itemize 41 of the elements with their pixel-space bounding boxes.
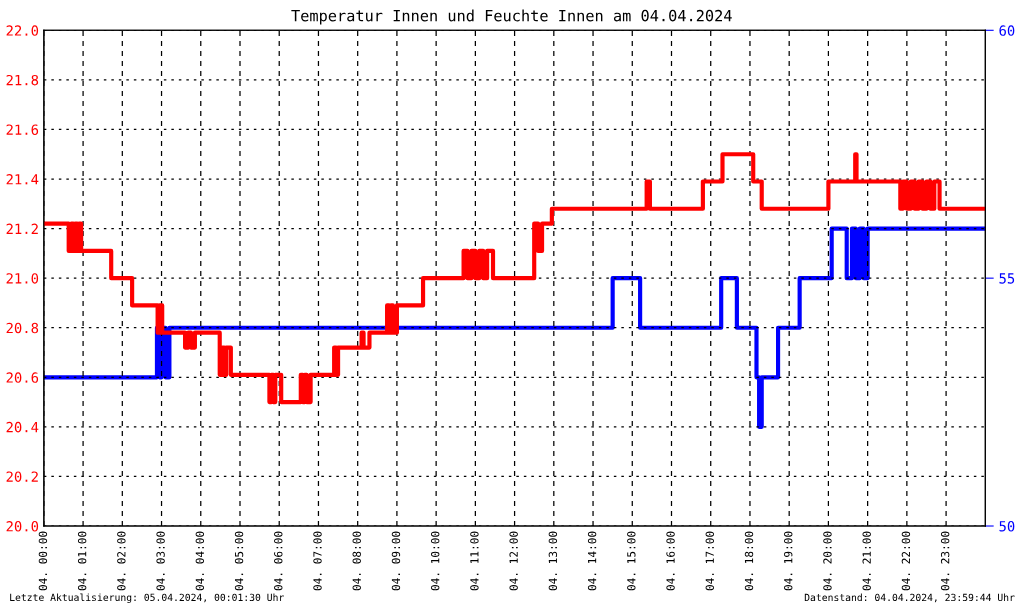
y2-tick-label: 55 (999, 273, 1015, 284)
y2-tick-label: 50 (999, 521, 1015, 532)
y-tick-label: 22.0 (6, 25, 39, 36)
y-tick-label: 20.2 (6, 471, 38, 482)
x-tick-label: 04. 10:00 (430, 531, 440, 591)
y-tick-label: 20.8 (6, 322, 39, 334)
y-tick-label: 21.8 (6, 74, 39, 86)
y-tick-label: 21.0 (6, 273, 39, 284)
x-tick-label: 04. 02:00 (117, 531, 126, 591)
x-tick-label: 04. 03:00 (156, 531, 165, 591)
x-tick-label: 04. 01:00 (77, 531, 87, 591)
x-tick-label: 04. 12:00 (509, 531, 518, 591)
x-tick-label: 04. 11:00 (470, 531, 479, 591)
y-tick-label: 21.6 (6, 124, 39, 135)
y-tick-label: 20.4 (6, 421, 39, 433)
x-tick-label: 04. 20:00 (823, 531, 832, 591)
x-tick-label: 04. 00:00 (38, 531, 48, 591)
x-tick-label: 04. 17:00 (705, 531, 714, 591)
y-tick-label: 20.6 (6, 372, 39, 383)
x-tick-label: 04. 14:00 (587, 531, 597, 591)
text: Letzte Aktualisierung: 05.04.2024, 00:01:30 Uhr (10, 593, 284, 603)
x-tick-label: 04. 04:00 (195, 531, 205, 591)
x-tick-label: 04. 07:00 (313, 531, 322, 591)
x-tick-label: 04. 06:00 (274, 531, 283, 591)
x-tick-label: 04. 21:00 (862, 531, 871, 591)
y-tick-label: 21.4 (6, 174, 39, 185)
x-tick-label: 04. 09:00 (391, 531, 401, 591)
x-tick-label: 04. 05:00 (234, 531, 244, 591)
x-tick-label: 04. 23:00 (940, 531, 950, 591)
x-tick-label: 04. 22:00 (901, 531, 911, 591)
x-tick-label: 04. 13:00 (548, 531, 558, 591)
x-tick-label: 04. 16:00 (666, 531, 675, 591)
text: Datenstand: 04.04.2024, 23:59:44 Uhr (804, 593, 1015, 603)
chart-title: Temperatur Innen und Feuchte Innen am 04.04.2024 (291, 9, 732, 25)
x-tick-label: 04. 08:00 (352, 531, 361, 591)
y-tick-label: 20.0 (6, 521, 39, 532)
y-tick-label: 21.2 (6, 223, 38, 234)
x-tick-label: 04. 19:00 (784, 531, 793, 591)
y2-tick-label: 60 (999, 25, 1015, 36)
x-tick-label: 04. 18:00 (744, 531, 754, 591)
x-tick-label: 04. 15:00 (627, 531, 636, 591)
